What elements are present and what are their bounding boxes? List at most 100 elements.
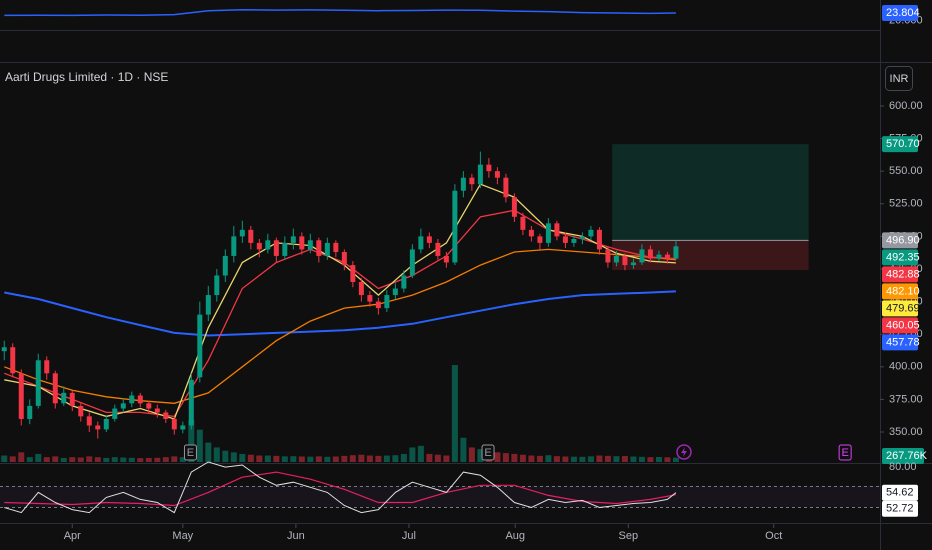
candle-body <box>503 177 509 198</box>
volume-bar <box>647 457 654 462</box>
candle-body <box>86 416 92 426</box>
volume-bar <box>324 456 331 462</box>
volume-bar <box>94 457 101 462</box>
candle-body <box>78 405 84 417</box>
volume-bar <box>120 457 127 462</box>
volume-bar <box>587 456 594 462</box>
volume-bar <box>451 365 458 462</box>
price-label-box <box>882 249 918 266</box>
candle-body <box>554 223 560 237</box>
alert-bolt[interactable] <box>681 447 687 457</box>
volume-bar <box>26 457 33 462</box>
y-tick-label: 525.00 <box>889 198 923 210</box>
x-tick-label: Aug <box>505 530 525 542</box>
price-label: 460.05 <box>886 319 920 331</box>
volume-bar <box>205 442 212 462</box>
volume-bar <box>562 456 569 462</box>
price-label: 482.88 <box>886 268 920 280</box>
candle-body <box>18 373 24 419</box>
candle-body <box>44 360 50 374</box>
volume-bar <box>392 455 399 462</box>
volume-bar <box>519 454 526 462</box>
candle-body <box>520 216 526 230</box>
volume-bar <box>256 455 263 462</box>
volume-bar <box>315 456 322 462</box>
candle-body <box>146 403 152 409</box>
x-tick-label: Sep <box>619 530 639 542</box>
volume-bar <box>426 453 433 462</box>
earnings-label: E <box>187 447 194 459</box>
price-label-box <box>882 317 918 334</box>
volume-bar <box>655 456 662 462</box>
candle-body <box>596 229 602 250</box>
volume-bar <box>579 456 586 462</box>
candle-body <box>486 164 492 172</box>
volume-bar <box>128 457 135 462</box>
volume-bar <box>366 455 373 462</box>
candle-body <box>528 229 534 237</box>
earnings-marker <box>183 444 197 461</box>
rsi-label-box <box>882 500 918 517</box>
currency-label[interactable]: INR <box>890 73 909 85</box>
candle-body <box>477 164 483 185</box>
candle-body <box>460 177 466 191</box>
candle-body <box>511 197 517 217</box>
candle-body <box>163 412 169 419</box>
currency-button[interactable] <box>885 66 913 91</box>
volume-bar <box>417 445 424 462</box>
volume-bar <box>553 456 560 462</box>
volume-bar <box>511 453 518 462</box>
rsi-tick-label: 80.00 <box>889 461 917 473</box>
candle-body <box>154 408 160 413</box>
earnings-marker <box>838 444 852 461</box>
volume-bar <box>171 456 178 462</box>
candle-body <box>10 347 16 374</box>
y-tick-label: 350.00 <box>889 426 923 438</box>
candle-body <box>656 254 662 259</box>
price-label-box <box>882 334 918 351</box>
volume-bar <box>43 457 50 462</box>
candle-body <box>443 255 449 263</box>
volume-bar <box>1 455 8 462</box>
candle-body <box>418 236 424 250</box>
candle-body <box>350 265 356 283</box>
candle-body <box>103 418 109 430</box>
candle-body <box>469 177 475 185</box>
candle-body <box>35 360 41 406</box>
candle-body <box>571 238 577 243</box>
volume-bar <box>494 452 501 462</box>
volume-bar <box>77 457 84 462</box>
moving-average <box>4 248 676 404</box>
price-label: 482.10 <box>886 285 920 297</box>
volume-bar <box>502 453 509 462</box>
candle-body <box>579 236 585 239</box>
volume-bar <box>154 457 161 462</box>
candle-body <box>647 249 653 259</box>
volume-bar <box>69 457 76 462</box>
rsi-label-box <box>882 484 918 501</box>
moving-average <box>4 290 676 337</box>
rsi-band <box>0 486 880 507</box>
adx-label: 23.804 <box>886 7 920 19</box>
volume-bar <box>52 456 59 462</box>
alert-icon[interactable] <box>676 444 692 460</box>
alert-circle[interactable] <box>676 444 692 460</box>
candle-body <box>358 282 364 296</box>
volume-label: 267.76K <box>886 450 928 462</box>
volume-bar <box>239 453 246 462</box>
price-label-box <box>882 300 918 317</box>
x-tick-label: May <box>172 530 193 542</box>
candle-body <box>61 392 67 404</box>
volume-bar <box>281 456 288 462</box>
volume-bar <box>638 456 645 462</box>
candle-body <box>239 229 245 237</box>
volume-bar <box>434 454 441 462</box>
candle-body <box>664 254 670 259</box>
candle-body <box>95 425 101 430</box>
volume-bar <box>570 456 577 462</box>
candle-body <box>282 242 288 256</box>
candle-body <box>452 190 458 263</box>
price-label: 496.90 <box>886 234 920 246</box>
volume-bar <box>528 455 535 462</box>
